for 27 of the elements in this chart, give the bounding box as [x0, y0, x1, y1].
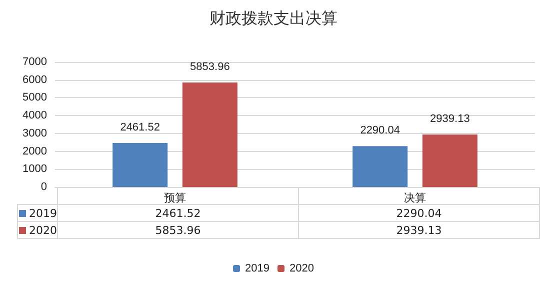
text: 5853.96	[58, 222, 298, 238]
y-tick-label: 7000	[22, 56, 47, 68]
text: 2461.52	[58, 204, 298, 222]
y-tick-label: 1000	[22, 163, 47, 176]
chart-title: 财政拨款支出决算	[210, 10, 338, 28]
bar	[112, 143, 168, 187]
text: 2019	[245, 262, 270, 274]
data-label: 2290.04	[360, 124, 400, 137]
y-tick-label: 5000	[22, 92, 47, 104]
y-tick-label: 6000	[22, 74, 47, 86]
y-tick-label: 4000	[22, 110, 47, 122]
data-label: 2461.52	[120, 122, 160, 134]
legend-label: 2019	[18, 204, 58, 222]
text: 2290.04	[298, 204, 540, 222]
data-label: 2939.13	[430, 113, 470, 126]
text: 2020	[29, 224, 57, 236]
x-tick-label: 预算	[164, 192, 186, 204]
x-tick-label: 决算	[404, 192, 426, 204]
y-tick-label: 0	[40, 181, 47, 193]
legend-label: 2020	[290, 262, 314, 274]
data-label: 5853.96	[190, 60, 230, 73]
bar	[422, 134, 478, 187]
bar	[352, 146, 408, 187]
y-tick-label: 3000	[22, 127, 47, 140]
y-tick-label: 2000	[22, 145, 47, 158]
bar	[182, 82, 238, 187]
text: 2939.13	[298, 222, 540, 238]
